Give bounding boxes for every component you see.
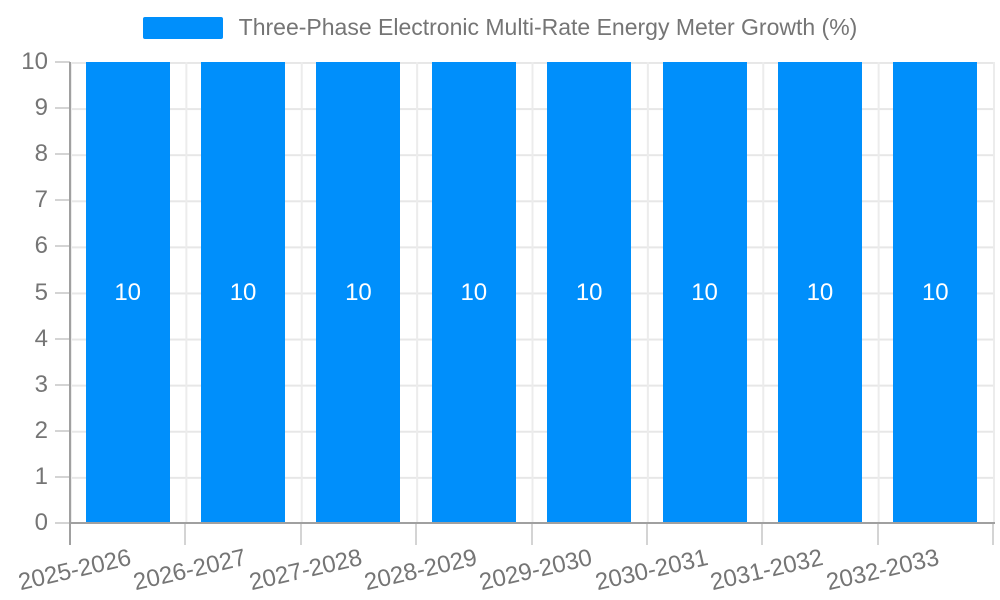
bar-value-label: 10 xyxy=(460,278,488,306)
y-axis-label: 1 xyxy=(34,462,48,490)
bar-value-label: 10 xyxy=(229,278,257,306)
x-axis-label: 2029-2030 xyxy=(477,544,596,597)
y-axis-tick xyxy=(55,199,70,202)
y-axis-tick xyxy=(55,61,70,63)
x-axis-line xyxy=(69,522,995,524)
y-ticks xyxy=(55,61,70,524)
y-axis-label: 7 xyxy=(34,186,48,214)
bar[interactable]: 10 xyxy=(777,62,862,523)
bar-column: 10 xyxy=(416,62,531,523)
bar-column: 10 xyxy=(762,62,877,523)
x-axis-tick xyxy=(530,523,533,545)
x-axis-label: 2032-2033 xyxy=(823,544,942,597)
legend-swatch xyxy=(142,16,223,39)
x-axis-tick xyxy=(876,523,879,545)
bar[interactable]: 10 xyxy=(547,62,632,523)
y-axis-label: 2 xyxy=(34,416,48,444)
x-ticks xyxy=(70,523,994,545)
bar-value-label: 10 xyxy=(921,278,949,306)
y-axis-label: 0 xyxy=(34,509,48,536)
bar-value-label: 10 xyxy=(575,278,603,306)
y-axis-tick xyxy=(55,429,70,432)
y-axis-tick xyxy=(55,107,70,110)
y-axis-tick xyxy=(55,337,70,340)
bar[interactable]: 10 xyxy=(662,62,747,523)
bar-column: 10 xyxy=(70,62,185,523)
bar[interactable]: 10 xyxy=(893,62,978,523)
bar[interactable]: 10 xyxy=(431,62,516,523)
y-axis-tick xyxy=(55,383,70,386)
y-axis-tick xyxy=(55,245,70,248)
bar-value-label: 10 xyxy=(691,278,718,306)
bar-value-label: 10 xyxy=(806,278,834,306)
x-axis-label: 2026-2027 xyxy=(130,544,249,597)
y-axis-label: 5 xyxy=(34,278,48,306)
y-axis-label: 4 xyxy=(34,324,48,352)
y-axis-label: 9 xyxy=(34,94,48,122)
y-axis-label: 8 xyxy=(34,140,48,168)
y-axis-tick xyxy=(55,291,70,294)
bar-column: 10 xyxy=(532,62,647,523)
y-axis-tick xyxy=(55,475,70,478)
bar-value-label: 10 xyxy=(345,278,372,306)
y-axis-label: 6 xyxy=(34,232,48,260)
x-axis-label: 2031-2032 xyxy=(707,544,826,597)
bar[interactable]: 10 xyxy=(85,62,170,523)
y-axis-tick xyxy=(55,522,70,524)
y-axis-line xyxy=(69,62,71,545)
bar[interactable]: 10 xyxy=(201,62,286,523)
bar-column: 10 xyxy=(185,62,300,523)
legend-item[interactable]: Three-Phase Electronic Multi-Rate Energy… xyxy=(0,14,1000,41)
y-axis-label: 10 xyxy=(21,48,48,75)
plot-area: 10 10 10 10 10 10 10 10 xyxy=(70,62,995,523)
x-axis-tick xyxy=(645,523,648,545)
bars: 10 10 10 10 10 10 10 10 xyxy=(70,62,993,523)
x-axis-tick xyxy=(761,523,764,545)
x-axis-tick xyxy=(415,523,418,545)
bar-column: 10 xyxy=(878,62,993,523)
x-axis-tick xyxy=(184,523,187,545)
legend-label: Three-Phase Electronic Multi-Rate Energy… xyxy=(238,14,858,40)
x-axis-label: 2027-2028 xyxy=(246,544,365,597)
x-axis-label: 2028-2029 xyxy=(361,544,480,597)
bar[interactable]: 10 xyxy=(316,62,401,523)
bar-column: 10 xyxy=(301,62,416,523)
x-axis-label: 2030-2031 xyxy=(592,544,711,597)
x-axis-label: 2025-2026 xyxy=(15,544,134,597)
y-axis-tick xyxy=(55,153,70,156)
y-axis-labels: 0 1 2 3 4 5 6 7 8 9 10 xyxy=(0,50,48,535)
bar-value-label: 10 xyxy=(114,278,142,306)
y-axis-label: 3 xyxy=(34,370,48,398)
bar-column: 10 xyxy=(647,62,762,523)
x-axis-tick xyxy=(992,523,994,545)
x-axis-tick xyxy=(299,523,302,545)
